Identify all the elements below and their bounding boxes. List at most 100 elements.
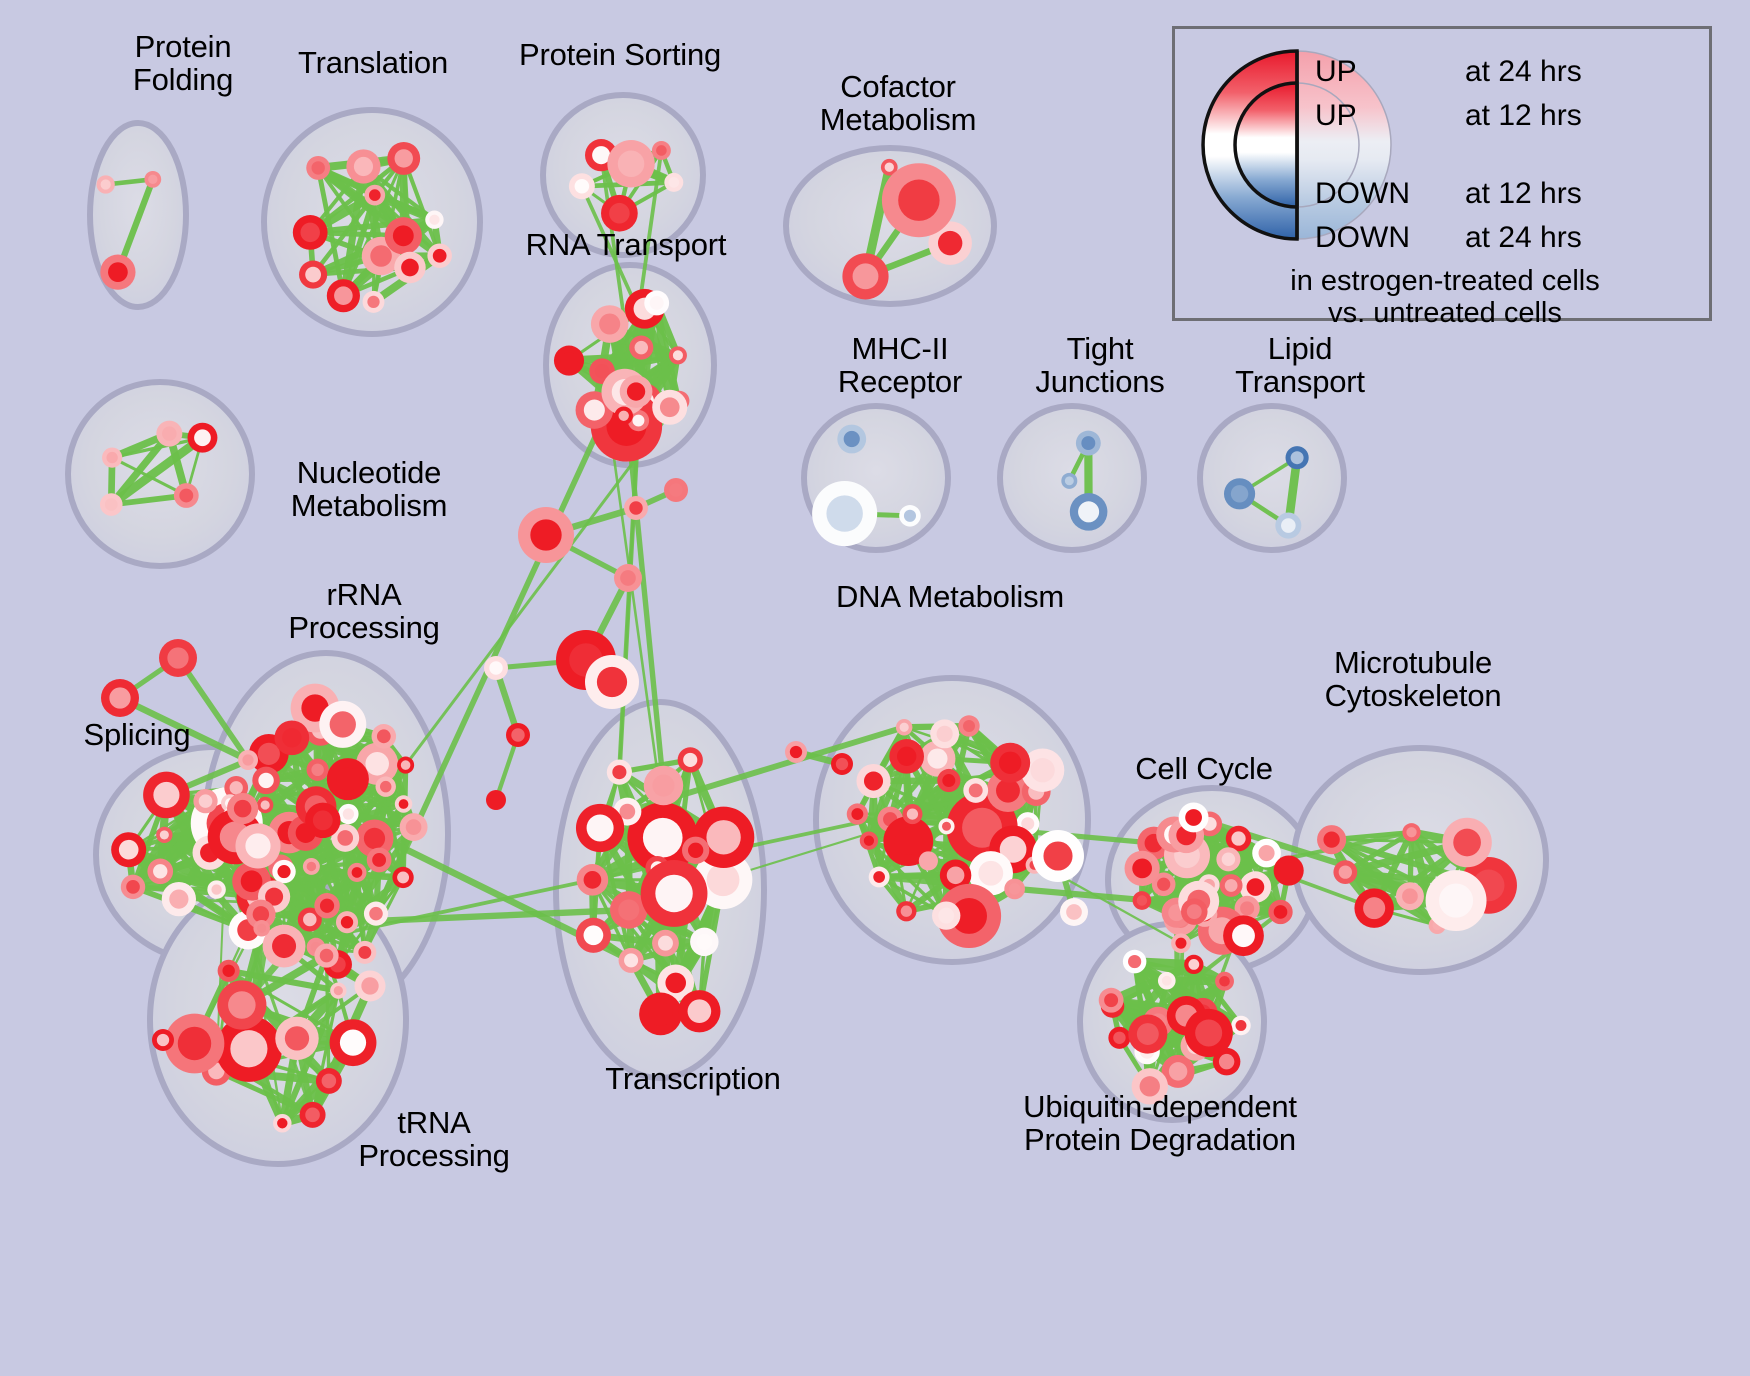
network-node[interactable] <box>1184 954 1204 975</box>
network-node[interactable] <box>273 1113 292 1133</box>
network-node[interactable] <box>1239 871 1272 903</box>
network-node[interactable] <box>486 790 506 810</box>
network-node[interactable] <box>187 422 218 453</box>
network-node[interactable] <box>644 290 670 316</box>
network-node[interactable] <box>1216 847 1241 872</box>
network-node[interactable] <box>639 992 682 1036</box>
network-node[interactable] <box>100 254 136 290</box>
network-node[interactable] <box>299 1101 326 1128</box>
network-node[interactable] <box>238 750 258 770</box>
network-node[interactable] <box>354 970 386 1002</box>
network-node[interactable] <box>253 919 270 937</box>
network-node[interactable] <box>518 507 574 563</box>
network-node[interactable] <box>384 217 422 255</box>
network-node[interactable] <box>553 345 585 376</box>
network-node[interactable] <box>606 759 632 785</box>
network-node[interactable] <box>1425 870 1487 932</box>
network-node[interactable] <box>576 864 609 896</box>
network-node[interactable] <box>677 747 703 773</box>
network-node[interactable] <box>1212 1047 1241 1076</box>
network-node[interactable] <box>1275 512 1302 539</box>
network-node[interactable] <box>889 739 925 774</box>
network-node[interactable] <box>614 406 633 426</box>
network-node[interactable] <box>353 940 377 964</box>
network-node[interactable] <box>1252 838 1281 868</box>
network-node[interactable] <box>1032 830 1084 882</box>
network-node[interactable] <box>1061 472 1078 489</box>
network-node[interactable] <box>156 420 183 447</box>
network-node[interactable] <box>319 700 367 748</box>
network-node[interactable] <box>936 883 1002 949</box>
network-node[interactable] <box>252 766 280 795</box>
network-node[interactable] <box>1157 971 1176 990</box>
network-node[interactable] <box>1122 949 1147 974</box>
network-node[interactable] <box>217 959 240 982</box>
network-node[interactable] <box>883 816 934 867</box>
network-node[interactable] <box>1402 823 1421 842</box>
network-node[interactable] <box>895 719 913 736</box>
network-node[interactable] <box>235 823 281 869</box>
network-node[interactable] <box>1171 933 1191 954</box>
network-node[interactable] <box>217 980 267 1030</box>
network-node[interactable] <box>394 795 413 813</box>
network-node[interactable] <box>314 893 340 919</box>
network-node[interactable] <box>387 141 421 175</box>
network-node[interactable] <box>144 170 162 188</box>
network-node[interactable] <box>1075 430 1101 456</box>
network-node[interactable] <box>1069 493 1108 531</box>
network-node[interactable] <box>990 742 1031 783</box>
network-node[interactable] <box>627 802 699 874</box>
network-node[interactable] <box>207 880 226 899</box>
network-node[interactable] <box>664 478 688 502</box>
network-node[interactable] <box>484 656 508 680</box>
network-node[interactable] <box>1268 899 1293 925</box>
network-node[interactable] <box>880 158 898 176</box>
network-node[interactable] <box>939 859 972 892</box>
network-node[interactable] <box>1178 802 1209 833</box>
network-node[interactable] <box>868 866 890 888</box>
network-node[interactable] <box>1273 855 1304 886</box>
network-node[interactable] <box>173 483 199 508</box>
network-node[interactable] <box>859 831 879 850</box>
network-node[interactable] <box>306 758 329 781</box>
network-node[interactable] <box>938 818 955 835</box>
network-node[interactable] <box>619 375 653 408</box>
network-node[interactable] <box>306 155 331 180</box>
network-node[interactable] <box>99 493 123 516</box>
network-node[interactable] <box>363 901 389 926</box>
network-node[interactable] <box>812 481 878 547</box>
network-node[interactable] <box>568 173 595 200</box>
network-node[interactable] <box>1354 888 1394 928</box>
network-node[interactable] <box>366 847 392 873</box>
network-node[interactable] <box>302 857 320 875</box>
network-node[interactable] <box>331 823 360 852</box>
network-node[interactable] <box>643 765 684 806</box>
network-node[interactable] <box>156 826 173 844</box>
network-node[interactable] <box>364 184 386 206</box>
network-node[interactable] <box>506 723 530 747</box>
network-node[interactable] <box>842 253 889 300</box>
network-node[interactable] <box>575 917 612 953</box>
network-node[interactable] <box>831 753 853 775</box>
network-node[interactable] <box>111 832 147 868</box>
network-node[interactable] <box>335 911 359 934</box>
network-node[interactable] <box>256 796 274 814</box>
network-node[interactable] <box>275 1016 319 1061</box>
network-node[interactable] <box>427 243 452 268</box>
network-node[interactable] <box>1098 987 1124 1013</box>
network-node[interactable] <box>1151 872 1176 897</box>
network-node[interactable] <box>902 804 923 825</box>
network-node[interactable] <box>394 251 426 284</box>
network-node[interactable] <box>272 859 296 884</box>
network-node[interactable] <box>693 850 753 910</box>
network-node[interactable] <box>1124 850 1160 886</box>
network-node[interactable] <box>314 943 339 968</box>
network-node[interactable] <box>837 424 867 454</box>
network-node[interactable] <box>299 260 328 289</box>
network-node[interactable] <box>120 874 146 900</box>
network-node[interactable] <box>575 803 625 853</box>
network-node[interactable] <box>392 866 414 889</box>
network-node[interactable] <box>305 802 341 839</box>
network-node[interactable] <box>147 858 174 885</box>
network-node[interactable] <box>618 947 644 973</box>
